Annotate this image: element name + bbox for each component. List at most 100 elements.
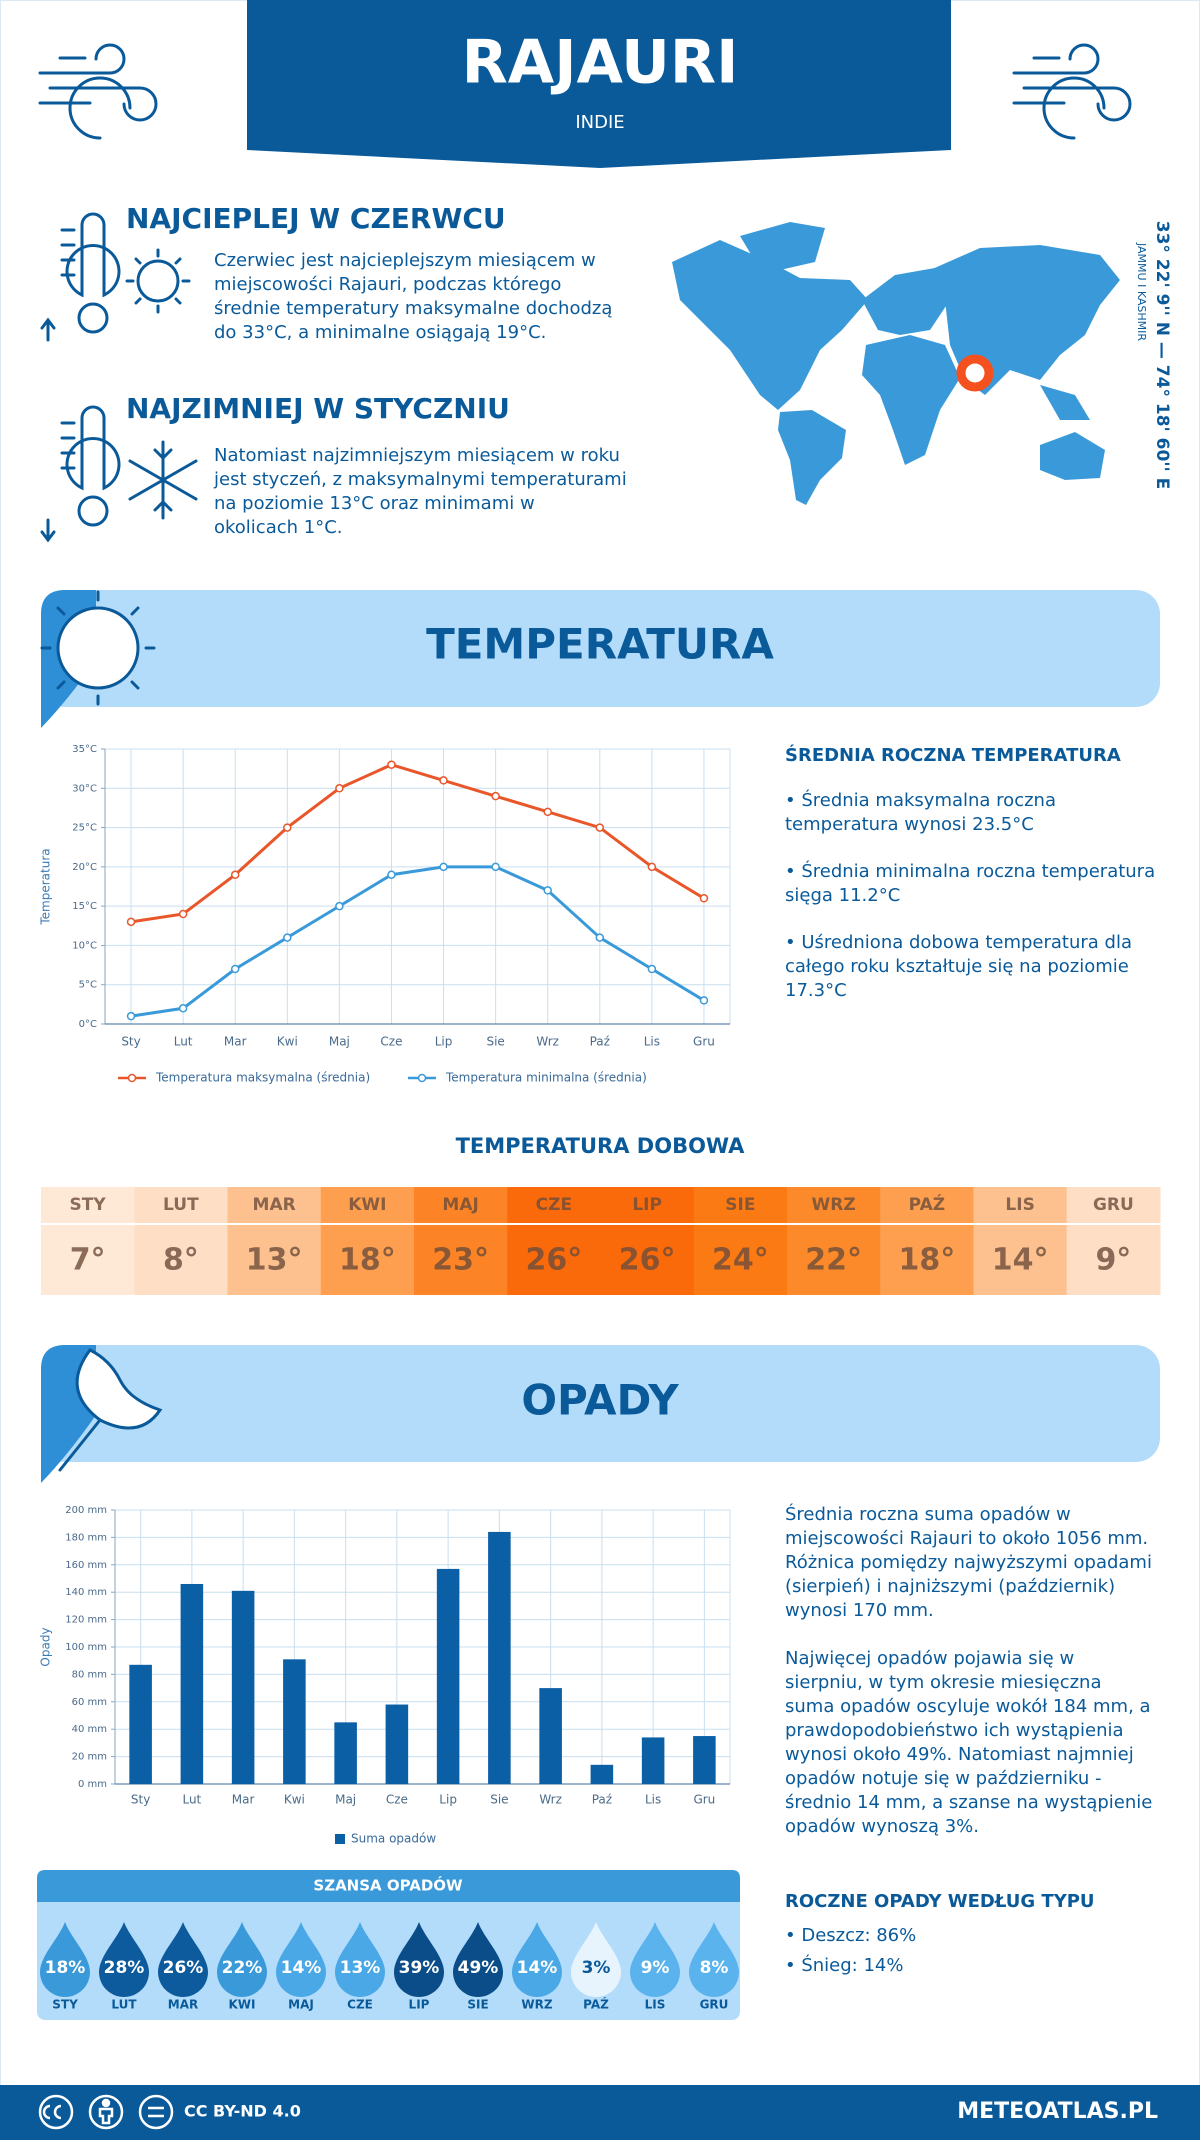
table-header-cell xyxy=(693,1187,788,1223)
point xyxy=(283,823,292,832)
coldest-text: Natomiast najzimniejszym miesiącem w rok… xyxy=(214,445,620,466)
y-tick-label: 0 mm xyxy=(78,1779,107,1790)
header-banner xyxy=(247,0,951,168)
point xyxy=(647,862,657,872)
chance-month: GRU xyxy=(700,1998,729,2012)
point xyxy=(699,894,709,903)
rain-drop xyxy=(276,1922,326,1997)
table-header-cell xyxy=(414,1187,508,1223)
rain-drop xyxy=(453,1922,503,1997)
coldest-heading: NAJZIMNIEJ W STYCZNIU xyxy=(126,392,510,425)
table-header-cell xyxy=(973,1187,1068,1223)
bar xyxy=(641,1737,665,1784)
x-tick-label: Lut xyxy=(174,1035,193,1049)
bar xyxy=(436,1568,460,1784)
point xyxy=(230,964,240,974)
temperature-value: 22° xyxy=(805,1243,862,1278)
thermometer-cold-icon xyxy=(40,405,198,543)
location-marker xyxy=(956,354,994,392)
temperature-value: 18° xyxy=(899,1243,956,1278)
table-value-cell xyxy=(320,1225,415,1295)
temperature-value: 18° xyxy=(339,1243,396,1278)
summary-bullet: całego roku kształtuje się na poziomie xyxy=(785,956,1129,977)
precipitation-text: suma opadów oscyluje wokół 184 mm, a xyxy=(785,1696,1151,1717)
types-item: • Śnieg: 14% xyxy=(785,1954,903,1976)
y-tick-label: 5°C xyxy=(79,980,97,991)
chance-month: STY xyxy=(52,1998,78,2012)
month-label: LUT xyxy=(163,1195,199,1215)
site: METEOATLAS.PL xyxy=(957,2099,1158,2124)
point xyxy=(491,862,500,872)
chance-value: 49% xyxy=(458,1958,499,1978)
rain-drop xyxy=(571,1922,621,1997)
x-tick-label: Kwi xyxy=(277,1035,298,1049)
precipitation-text: wynosi 170 mm. xyxy=(785,1600,934,1621)
table-header-cell xyxy=(787,1187,881,1223)
chance-month: SIE xyxy=(467,1998,488,2012)
temperature-value: 13° xyxy=(246,1243,303,1278)
rain-drop xyxy=(99,1922,149,1997)
point xyxy=(335,901,344,911)
table-value-cell xyxy=(880,1225,974,1295)
bar xyxy=(231,1590,255,1784)
x-tick-label: Gru xyxy=(693,1035,715,1049)
chance-value: 9% xyxy=(641,1958,670,1978)
x-tick-label: Sty xyxy=(131,1793,150,1807)
section-title: OPADY xyxy=(521,1376,679,1425)
chance-title: SZANSA OPADÓW xyxy=(313,1876,463,1895)
point xyxy=(595,823,605,832)
table-title: TEMPERATURA DOBOWA xyxy=(456,1134,746,1158)
table-value-cell xyxy=(600,1225,695,1295)
series-line xyxy=(130,865,705,1018)
point xyxy=(178,909,188,919)
temperature-value: 8° xyxy=(163,1243,199,1278)
bar xyxy=(334,1722,357,1784)
chance-month: LIS xyxy=(645,1998,666,2012)
chance-value: 14% xyxy=(517,1958,558,1978)
chance-value: 26% xyxy=(163,1958,204,1978)
month-label: MAJ xyxy=(442,1195,478,1215)
y-tick-label: 0°C xyxy=(79,1019,97,1030)
precipitation-text: opadów notuje się w październiku - xyxy=(785,1768,1102,1789)
rain-drop xyxy=(40,1922,90,1997)
month-label: GRU xyxy=(1093,1195,1134,1215)
rain-drop xyxy=(394,1922,444,1997)
coordinates: 33° 22' 9'' N — 74° 18' 60'' E xyxy=(1152,221,1172,490)
table-header-cell xyxy=(507,1187,601,1223)
temperature-value: 7° xyxy=(70,1243,106,1278)
x-tick-label: Paź xyxy=(592,1793,612,1807)
table-value-cell xyxy=(1066,1225,1161,1295)
precipitation-text: średnio 14 mm, a szanse na wystąpienie xyxy=(785,1792,1152,1813)
x-tick-label: Lis xyxy=(644,1035,660,1049)
y-tick-label: 25°C xyxy=(72,823,97,834)
wind-icon xyxy=(1012,43,1132,140)
chance-value: 22% xyxy=(222,1958,263,1978)
month-label: SIE xyxy=(725,1195,755,1215)
summary-title: ŚREDNIA ROCZNA TEMPERATURA xyxy=(785,744,1121,766)
summary-bullet: 17.3°C xyxy=(785,980,847,1001)
point xyxy=(647,964,657,974)
x-tick-label: Lip xyxy=(435,1035,453,1049)
x-tick-label: Paź xyxy=(590,1035,610,1049)
city-title: RAJAURI xyxy=(462,28,739,98)
precipitation-text: Średnia roczna suma opadów w xyxy=(785,1503,1071,1525)
chance-month: KWI xyxy=(229,1998,256,2012)
warmest-heading: NAJCIEPLEJ W CZERWCU xyxy=(126,202,506,235)
chance-value: 18% xyxy=(45,1958,86,1978)
y-tick-label: 60 mm xyxy=(72,1697,107,1708)
y-tick-label: 200 mm xyxy=(65,1505,107,1516)
point xyxy=(230,870,240,879)
y-tick-label: 80 mm xyxy=(72,1669,107,1680)
x-tick-label: Mar xyxy=(224,1035,247,1049)
point xyxy=(283,933,292,942)
y-axis-title: Opady xyxy=(39,1627,53,1666)
point xyxy=(491,791,500,801)
bar xyxy=(539,1688,562,1784)
rain-drop xyxy=(689,1922,739,1997)
precipitation-text: (sierpień) i najniższymi (październik) xyxy=(785,1576,1115,1597)
point xyxy=(543,886,552,895)
coldest-text: jest styczeń, z maksymalnymi temperatura… xyxy=(213,469,627,490)
table-header-cell xyxy=(880,1187,974,1223)
table-value-cell xyxy=(41,1225,135,1295)
summary-bullet: temperatura wynosi 23.5°C xyxy=(785,814,1034,835)
